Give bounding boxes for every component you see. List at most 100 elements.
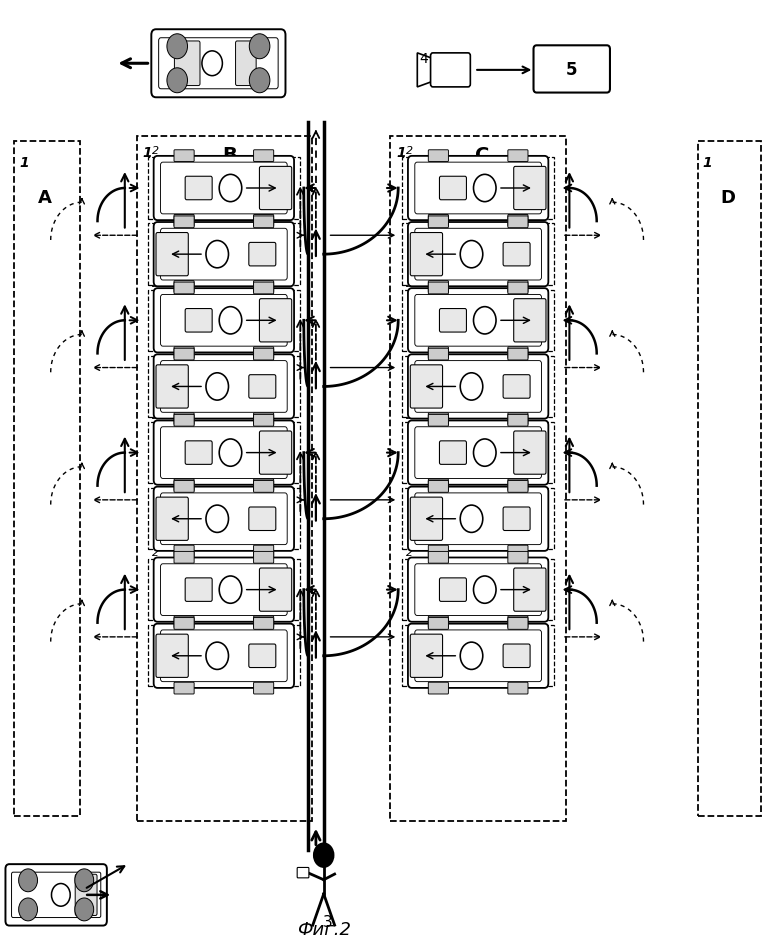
FancyBboxPatch shape <box>236 42 256 87</box>
FancyBboxPatch shape <box>408 157 548 221</box>
Text: 2: 2 <box>406 278 413 289</box>
Bar <box>147 626 300 687</box>
FancyBboxPatch shape <box>410 634 442 678</box>
Bar <box>147 489 300 549</box>
FancyBboxPatch shape <box>156 634 188 678</box>
FancyBboxPatch shape <box>508 215 528 227</box>
FancyBboxPatch shape <box>154 487 294 551</box>
Bar <box>402 423 554 484</box>
Circle shape <box>460 506 483 532</box>
FancyBboxPatch shape <box>174 481 194 493</box>
FancyBboxPatch shape <box>428 217 448 228</box>
FancyBboxPatch shape <box>185 310 212 332</box>
Circle shape <box>219 577 242 603</box>
FancyBboxPatch shape <box>514 167 546 211</box>
Circle shape <box>75 868 94 892</box>
FancyBboxPatch shape <box>154 223 294 287</box>
FancyBboxPatch shape <box>408 421 548 485</box>
FancyBboxPatch shape <box>503 244 530 266</box>
FancyBboxPatch shape <box>508 683 528 694</box>
FancyBboxPatch shape <box>439 442 466 464</box>
Bar <box>390 137 566 821</box>
FancyBboxPatch shape <box>514 299 546 343</box>
Bar <box>402 356 554 417</box>
FancyBboxPatch shape <box>260 167 292 211</box>
Circle shape <box>19 868 37 892</box>
Bar <box>136 137 312 821</box>
Text: 3: 3 <box>323 914 332 929</box>
FancyBboxPatch shape <box>174 217 194 228</box>
Circle shape <box>219 308 242 334</box>
FancyBboxPatch shape <box>254 413 274 425</box>
Text: 2: 2 <box>151 548 159 557</box>
FancyBboxPatch shape <box>428 281 448 293</box>
Circle shape <box>206 374 229 400</box>
FancyBboxPatch shape <box>156 365 188 409</box>
FancyBboxPatch shape <box>156 233 188 277</box>
FancyBboxPatch shape <box>254 481 274 493</box>
Text: B: B <box>223 146 237 165</box>
FancyBboxPatch shape <box>410 497 442 541</box>
Bar <box>402 489 554 549</box>
FancyBboxPatch shape <box>410 365 442 409</box>
FancyBboxPatch shape <box>297 868 309 878</box>
FancyBboxPatch shape <box>534 46 610 93</box>
FancyBboxPatch shape <box>408 223 548 287</box>
FancyBboxPatch shape <box>508 616 528 628</box>
Text: 5: 5 <box>566 60 577 79</box>
FancyBboxPatch shape <box>260 568 292 612</box>
Circle shape <box>460 242 483 268</box>
Circle shape <box>219 176 242 202</box>
FancyBboxPatch shape <box>154 289 294 353</box>
FancyBboxPatch shape <box>174 618 194 630</box>
FancyBboxPatch shape <box>428 349 448 361</box>
FancyBboxPatch shape <box>174 480 194 491</box>
FancyBboxPatch shape <box>174 683 194 694</box>
FancyBboxPatch shape <box>408 558 548 622</box>
FancyBboxPatch shape <box>508 413 528 425</box>
FancyBboxPatch shape <box>151 30 285 98</box>
FancyBboxPatch shape <box>428 215 448 227</box>
FancyBboxPatch shape <box>428 683 448 694</box>
FancyBboxPatch shape <box>254 283 274 295</box>
FancyBboxPatch shape <box>154 157 294 221</box>
Text: 1: 1 <box>702 156 711 170</box>
FancyBboxPatch shape <box>174 616 194 628</box>
FancyBboxPatch shape <box>174 151 194 162</box>
FancyBboxPatch shape <box>508 552 528 564</box>
FancyBboxPatch shape <box>75 874 97 916</box>
Circle shape <box>473 176 496 202</box>
Circle shape <box>51 884 70 906</box>
FancyBboxPatch shape <box>254 616 274 628</box>
FancyBboxPatch shape <box>254 151 274 162</box>
FancyBboxPatch shape <box>185 442 212 464</box>
FancyBboxPatch shape <box>439 310 466 332</box>
FancyBboxPatch shape <box>254 349 274 361</box>
Circle shape <box>473 308 496 334</box>
FancyBboxPatch shape <box>428 616 448 628</box>
Circle shape <box>206 506 229 532</box>
FancyBboxPatch shape <box>428 283 448 295</box>
Bar <box>147 559 300 621</box>
FancyBboxPatch shape <box>254 217 274 228</box>
Circle shape <box>314 844 333 867</box>
FancyBboxPatch shape <box>254 546 274 557</box>
Text: 2: 2 <box>151 146 159 157</box>
FancyBboxPatch shape <box>428 415 448 427</box>
Bar <box>147 158 300 220</box>
FancyBboxPatch shape <box>254 618 274 630</box>
Text: 2: 2 <box>406 548 413 557</box>
Circle shape <box>219 440 242 466</box>
FancyBboxPatch shape <box>508 217 528 228</box>
Text: 2: 2 <box>151 278 159 289</box>
Text: 2: 2 <box>406 411 413 421</box>
FancyBboxPatch shape <box>508 347 528 359</box>
FancyBboxPatch shape <box>154 624 294 688</box>
FancyBboxPatch shape <box>439 579 466 601</box>
Text: 4: 4 <box>419 52 428 66</box>
Bar <box>402 626 554 687</box>
FancyBboxPatch shape <box>174 215 194 227</box>
Text: 1: 1 <box>396 146 406 160</box>
FancyBboxPatch shape <box>185 579 212 601</box>
FancyBboxPatch shape <box>156 497 188 541</box>
